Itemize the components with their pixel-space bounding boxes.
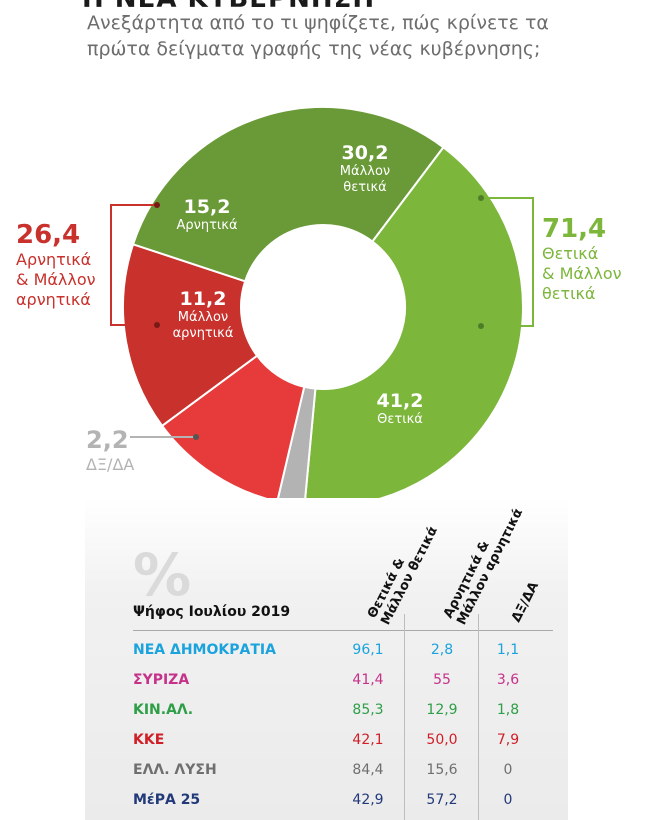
group-caption-line: αρνητικά: [16, 290, 91, 309]
cell-positive: 85,3: [352, 702, 384, 718]
slice-value: 30,2: [341, 142, 389, 164]
group-caption-line: θετικά: [542, 284, 596, 303]
party-name: ΕΛΛ. ΛΥΣΗ: [133, 762, 217, 778]
slice-caption: Μάλλον θετικά: [339, 164, 391, 195]
group-caption-line: & Μάλλον: [542, 264, 622, 283]
positive-bracket-dot-bottom: [478, 323, 484, 329]
party-name: ΚΙΝ.ΑΛ.: [133, 702, 194, 718]
table-divider: [133, 630, 553, 631]
cell-dk: 1,1: [496, 642, 520, 658]
row-header-label: Ψήφος Ιουλίου 2019: [133, 604, 291, 620]
positive-group-bracket: [481, 197, 534, 327]
positive-bracket-dot-top: [478, 195, 484, 201]
slice-rather-positive: [131, 106, 445, 283]
title-fragment: Η ΝΕΑ ΚΥΒΕΡΝΗΣΗ: [82, 0, 412, 10]
slice-label-rather-positive: 30,2 Μάλλον θετικά: [305, 142, 425, 196]
group-label-negative: 26,4 Αρνητικά & Μάλλον αρνητικά: [16, 220, 96, 310]
party-name: ΣΥΡΙΖΑ: [133, 672, 190, 688]
table-row: ΕΛΛ. ΛΥΣΗ 84,4 15,6 0: [133, 758, 553, 782]
cell-negative: 50,0: [426, 732, 458, 748]
slice-caption: Μάλλον αρνητικά: [172, 310, 234, 341]
cell-dk: 7,9: [496, 732, 520, 748]
dk-leader-dot: [193, 434, 199, 440]
group-value: 71,4: [542, 214, 607, 244]
table-row: ΝΕΑ ΔΗΜΟΚΡΑΤΙΑ 96,1 2,8 1,1: [133, 638, 553, 662]
slice-value: 11,2: [179, 288, 227, 310]
table-row: ΣΥΡΙΖΑ 41,4 55 3,6: [133, 668, 553, 692]
slice-label-positive: 41,2 Θετικά: [350, 390, 450, 428]
column-divider: [478, 614, 479, 820]
question-subtitle: Ανεξάρτητα από το τι ψηφίζετε, πώς κρίνε…: [87, 12, 549, 60]
cell-dk: 0: [503, 762, 513, 778]
table-row: ΚΙΝ.ΑΛ. 85,3 12,9 1,8: [133, 698, 553, 722]
group-connectors: [110, 195, 534, 440]
donut-chart: [110, 106, 534, 508]
cell-negative: 2,8: [430, 642, 454, 658]
slice-value: 15,2: [183, 196, 231, 218]
group-caption-line: Αρνητικά: [16, 250, 92, 269]
negative-bracket-dot-top: [154, 202, 160, 208]
party-name: ΚΚΕ: [133, 732, 165, 748]
cell-dk: 1,8: [496, 702, 520, 718]
party-name: ΝΕΑ ΔΗΜΟΚΡΑΤΙΑ: [133, 642, 276, 658]
cell-positive: 96,1: [352, 642, 384, 658]
cell-positive: 42,1: [352, 732, 384, 748]
cell-negative: 12,9: [426, 702, 458, 718]
slice-caption: Αρνητικά: [176, 218, 238, 233]
dk-caption: ΔΞ/ΔΑ: [86, 455, 135, 474]
dk-value: 2,2: [86, 426, 129, 454]
slice-label-rather-negative: 11,2 Μάλλον αρνητικά: [158, 288, 248, 342]
table-row: ΜέΡΑ 25 42,9 57,2 0: [133, 788, 553, 812]
negative-group-bracket: [110, 204, 157, 326]
party-name: ΜέΡΑ 25: [133, 792, 201, 808]
cell-negative: 57,2: [426, 792, 458, 808]
table-row: ΚΚΕ 42,1 50,0 7,9: [133, 728, 553, 752]
group-caption-line: Θετικά: [542, 244, 599, 263]
cell-positive: 84,4: [352, 762, 384, 778]
page-title: Η ΝΕΑ ΚΥΒΕΡΝΗΣΗ: [82, 0, 412, 10]
cell-positive: 42,9: [352, 792, 384, 808]
percent-icon: %: [133, 541, 192, 609]
group-label-positive: 71,4 Θετικά & Μάλλον θετικά: [542, 214, 622, 304]
slice-negative: [122, 243, 259, 428]
slice-label-negative: 15,2 Αρνητικά: [162, 196, 252, 234]
cell-dk: 0: [503, 792, 513, 808]
slice-caption: Θετικά: [377, 412, 423, 427]
group-caption-line: & Μάλλον: [16, 270, 96, 289]
cell-negative: 15,6: [426, 762, 458, 778]
slice-label-dk: 2,2 ΔΞ/ΔΑ: [86, 425, 134, 475]
breakdown-panel: [85, 498, 568, 820]
slice-value: 41,2: [376, 390, 424, 412]
cell-dk: 3,6: [496, 672, 520, 688]
column-divider: [404, 614, 405, 820]
cell-positive: 41,4: [352, 672, 384, 688]
group-value: 26,4: [16, 220, 81, 250]
negative-bracket-dot-bottom: [154, 322, 160, 328]
cell-negative: 55: [433, 672, 451, 688]
